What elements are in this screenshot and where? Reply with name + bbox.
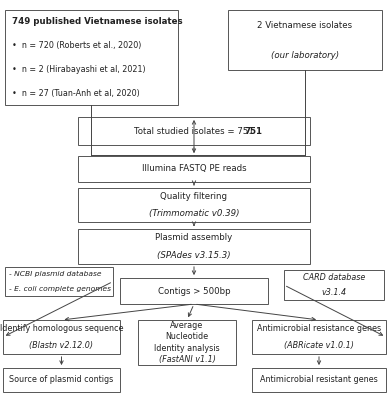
Text: (our laboratory): (our laboratory) bbox=[271, 50, 339, 60]
Text: (FastANI v1.1): (FastANI v1.1) bbox=[159, 355, 216, 364]
Text: Contigs > 500bp: Contigs > 500bp bbox=[158, 286, 230, 296]
Bar bbox=[252, 320, 386, 354]
Bar bbox=[78, 188, 310, 222]
Bar bbox=[138, 320, 236, 365]
Text: Quality filtering: Quality filtering bbox=[161, 192, 228, 201]
Text: 749 published Vietnamese isolates: 749 published Vietnamese isolates bbox=[12, 17, 182, 26]
Text: Identity analysis: Identity analysis bbox=[154, 344, 220, 353]
Text: Nucleotide: Nucleotide bbox=[165, 332, 209, 341]
Text: - E. coli complete genomes: - E. coli complete genomes bbox=[9, 286, 111, 292]
Text: Average: Average bbox=[170, 321, 203, 330]
Bar bbox=[284, 270, 384, 300]
Text: Source of plasmid contigs: Source of plasmid contigs bbox=[9, 376, 114, 384]
Text: Illumina FASTQ PE reads: Illumina FASTQ PE reads bbox=[142, 164, 246, 174]
Text: 751: 751 bbox=[244, 126, 262, 136]
Bar bbox=[252, 368, 386, 392]
Text: (Trimmomatic v0.39): (Trimmomatic v0.39) bbox=[149, 209, 239, 218]
Text: Identify homologous sequence: Identify homologous sequence bbox=[0, 324, 123, 333]
Text: CARD database: CARD database bbox=[303, 273, 365, 282]
Text: (Blastn v2.12.0): (Blastn v2.12.0) bbox=[30, 341, 93, 350]
Text: (SPAdes v3.15.3): (SPAdes v3.15.3) bbox=[157, 251, 231, 260]
Text: Plasmid assembly: Plasmid assembly bbox=[155, 233, 233, 242]
Text: 2 Vietnamese isolates: 2 Vietnamese isolates bbox=[258, 20, 352, 30]
Bar bbox=[78, 229, 310, 264]
Text: (ABRicate v1.0.1): (ABRicate v1.0.1) bbox=[284, 341, 354, 350]
Bar bbox=[120, 278, 268, 304]
Bar bbox=[3, 320, 120, 354]
Text: - NCBI plasmid database: - NCBI plasmid database bbox=[9, 271, 102, 277]
Text: •  n = 2 (Hirabayashi et al, 2021): • n = 2 (Hirabayashi et al, 2021) bbox=[12, 65, 145, 74]
Text: Antimicrobial resistance genes: Antimicrobial resistance genes bbox=[257, 324, 381, 333]
Text: v3.1.4: v3.1.4 bbox=[321, 288, 347, 297]
Bar bbox=[228, 10, 382, 70]
Bar bbox=[78, 156, 310, 182]
Bar bbox=[78, 117, 310, 145]
Text: Antimicrobial resistant genes: Antimicrobial resistant genes bbox=[260, 376, 378, 384]
Text: Total studied isolates = 751: Total studied isolates = 751 bbox=[134, 126, 254, 136]
Bar bbox=[5, 10, 178, 105]
Text: •  n = 27 (Tuan-Anh et al, 2020): • n = 27 (Tuan-Anh et al, 2020) bbox=[12, 89, 140, 98]
Text: •  n = 720 (Roberts et al., 2020): • n = 720 (Roberts et al., 2020) bbox=[12, 41, 141, 50]
Bar bbox=[5, 267, 113, 296]
Bar bbox=[3, 368, 120, 392]
